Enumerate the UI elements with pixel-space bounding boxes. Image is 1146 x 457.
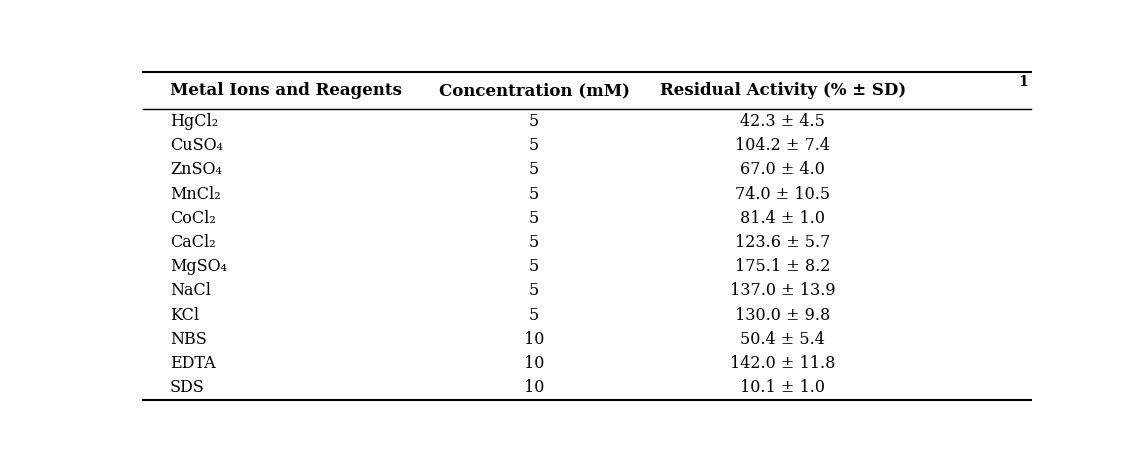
Text: 142.0 ± 11.8: 142.0 ± 11.8 [730, 355, 835, 372]
Text: 10: 10 [524, 331, 544, 348]
Text: 10: 10 [524, 379, 544, 396]
Text: 5: 5 [529, 210, 539, 227]
Text: 1: 1 [1018, 75, 1028, 89]
Text: KCl: KCl [170, 307, 199, 324]
Text: 5: 5 [529, 113, 539, 130]
Text: ZnSO₄: ZnSO₄ [170, 161, 222, 178]
Text: 5: 5 [529, 282, 539, 299]
Text: 50.4 ± 5.4: 50.4 ± 5.4 [740, 331, 825, 348]
Text: NaCl: NaCl [170, 282, 211, 299]
Text: MgSO₄: MgSO₄ [170, 258, 227, 275]
Text: NBS: NBS [170, 331, 206, 348]
Text: HgCl₂: HgCl₂ [170, 113, 218, 130]
Text: 5: 5 [529, 186, 539, 202]
Text: CaCl₂: CaCl₂ [170, 234, 215, 251]
Text: Metal Ions and Reagents: Metal Ions and Reagents [170, 82, 402, 100]
Text: CuSO₄: CuSO₄ [170, 137, 222, 154]
Text: 81.4 ± 1.0: 81.4 ± 1.0 [740, 210, 825, 227]
Text: EDTA: EDTA [170, 355, 215, 372]
Text: 67.0 ± 4.0: 67.0 ± 4.0 [740, 161, 825, 178]
Text: 5: 5 [529, 307, 539, 324]
Text: 130.0 ± 9.8: 130.0 ± 9.8 [735, 307, 831, 324]
Text: 5: 5 [529, 234, 539, 251]
Text: 104.2 ± 7.4: 104.2 ± 7.4 [736, 137, 830, 154]
Text: Residual Activity (% ± SD): Residual Activity (% ± SD) [660, 82, 905, 100]
Text: 42.3 ± 4.5: 42.3 ± 4.5 [740, 113, 825, 130]
Text: 10.1 ± 1.0: 10.1 ± 1.0 [740, 379, 825, 396]
Text: 137.0 ± 13.9: 137.0 ± 13.9 [730, 282, 835, 299]
Text: 5: 5 [529, 258, 539, 275]
Text: MnCl₂: MnCl₂ [170, 186, 221, 202]
Text: 175.1 ± 8.2: 175.1 ± 8.2 [735, 258, 831, 275]
Text: 10: 10 [524, 355, 544, 372]
Text: 5: 5 [529, 137, 539, 154]
Text: CoCl₂: CoCl₂ [170, 210, 215, 227]
Text: 74.0 ± 10.5: 74.0 ± 10.5 [735, 186, 831, 202]
Text: SDS: SDS [170, 379, 205, 396]
Text: 123.6 ± 5.7: 123.6 ± 5.7 [735, 234, 831, 251]
Text: 5: 5 [529, 161, 539, 178]
Text: Concentration (mM): Concentration (mM) [439, 82, 629, 100]
